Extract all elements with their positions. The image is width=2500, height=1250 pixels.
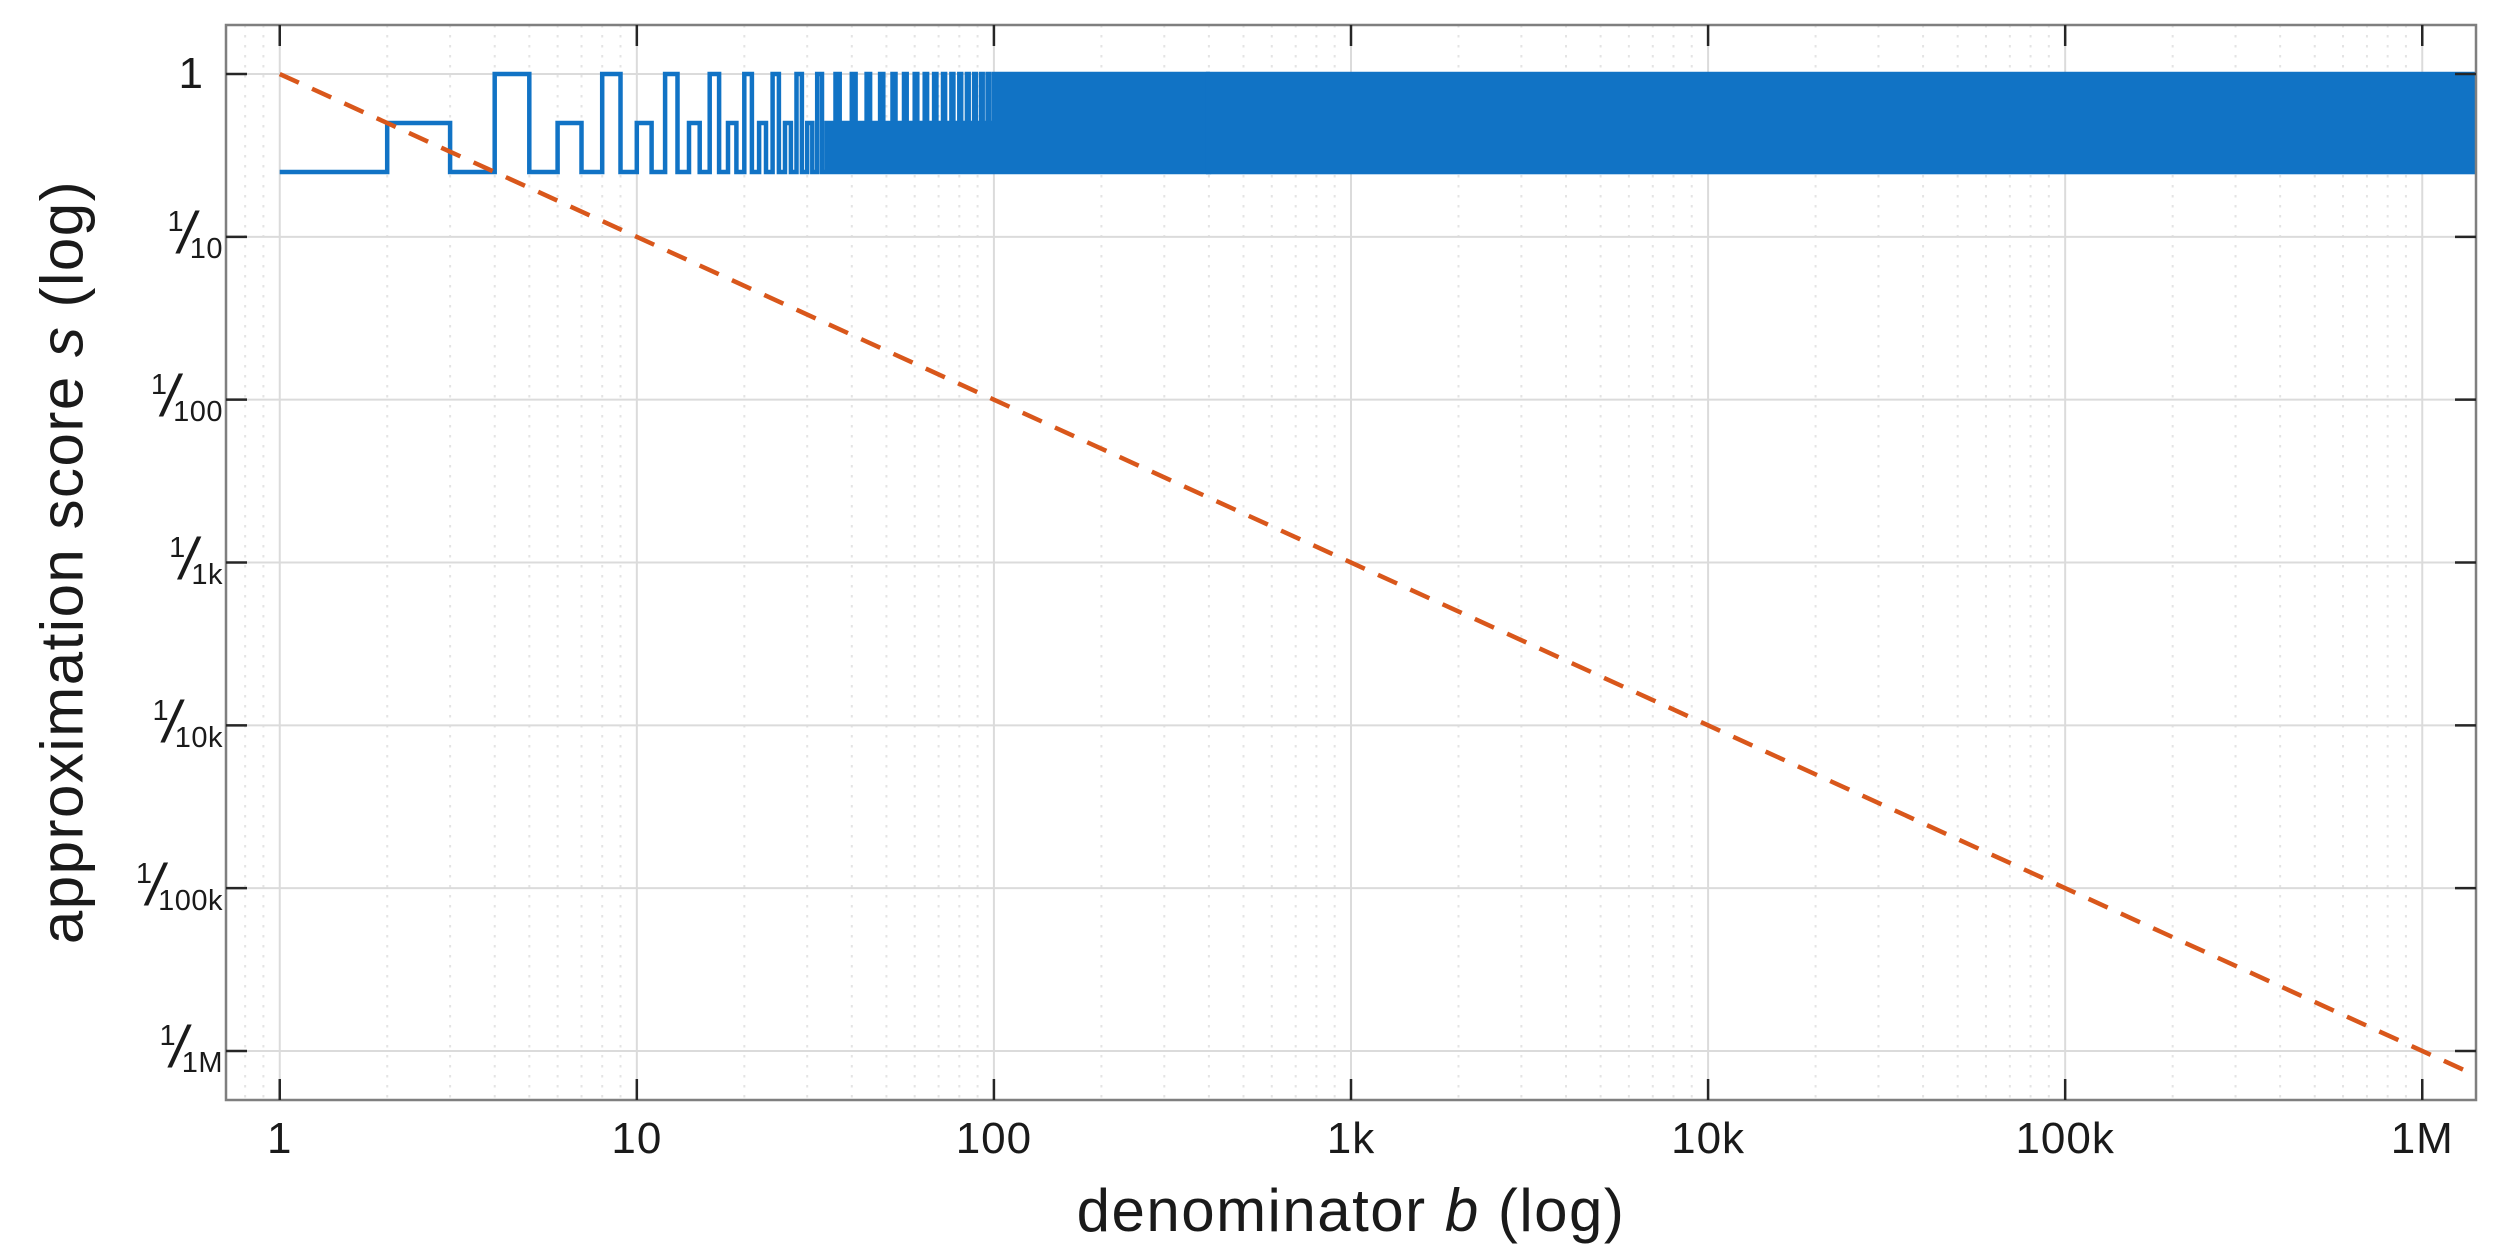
x-tick-label-1M: 1M <box>2390 1114 2454 1163</box>
y-tick-label-1-over-10: 1/10 <box>167 201 223 271</box>
y-axis-title-suffix: (log) <box>28 179 96 326</box>
fraction-numerator: 1 <box>169 532 187 564</box>
y-tick-label-1-over-100: 1/100 <box>150 364 223 434</box>
fraction-slash: / <box>163 689 181 755</box>
fraction-denominator: 1M <box>181 1047 223 1080</box>
series-dense-band <box>1205 71 2476 175</box>
axis-tick-marks <box>226 25 2476 1100</box>
y-axis-title-text: approximation score <box>28 357 96 945</box>
x-axis-title-text: denominator <box>1076 1177 1445 1244</box>
fraction-numerator: 1 <box>159 1020 177 1053</box>
y-tick-label-1-over-100k: 1/100k <box>135 852 223 922</box>
x-tick-label-100k: 100k <box>2015 1114 2115 1163</box>
fraction-denominator: 100k <box>158 884 223 917</box>
fraction-numerator: 1 <box>152 694 170 727</box>
y-axis-title-variable: s <box>28 325 96 358</box>
major-gridlines <box>226 25 2476 1100</box>
y-tick-label-1-over-1M: 1/1M <box>159 1015 223 1085</box>
fraction-slash: / <box>146 852 165 918</box>
fraction-numerator: 1 <box>150 369 168 402</box>
x-tick-label-1k: 1k <box>1326 1114 1376 1163</box>
x-tick-label-10: 10 <box>611 1114 663 1163</box>
x-axis-title: denominator b (log) <box>1077 1176 1626 1245</box>
y-tick-label-1: 1 <box>178 49 204 99</box>
fraction-slash: / <box>180 527 198 592</box>
fraction-denominator: 10 <box>189 233 223 266</box>
fraction-denominator: 100 <box>173 396 223 429</box>
fraction-denominator: 1k <box>191 559 223 591</box>
fraction-denominator: 10k <box>174 721 223 754</box>
series-reference-dashed-line <box>278 71 2477 1078</box>
x-tick-label-100: 100 <box>955 1114 1033 1163</box>
fraction-numerator: 1 <box>135 857 153 890</box>
fraction-numerator: 1 <box>167 206 185 239</box>
fraction-slash: / <box>178 201 196 267</box>
series-step-line <box>279 71 2476 175</box>
x-axis-title-suffix: (log) <box>1479 1177 1626 1244</box>
y-axis-title: approximation score s (log) <box>28 180 97 944</box>
y-tick-label-1-over-10k: 1/10k <box>152 689 223 759</box>
fraction-slash: / <box>170 1015 188 1081</box>
y-tick-label-1-over-1k: 1/1k <box>169 527 223 597</box>
x-axis-title-variable: b <box>1444 1177 1480 1244</box>
x-tick-label-1: 1 <box>266 1114 293 1163</box>
x-tick-label-10k: 10k <box>1671 1114 1746 1163</box>
fraction-slash: / <box>161 364 180 430</box>
